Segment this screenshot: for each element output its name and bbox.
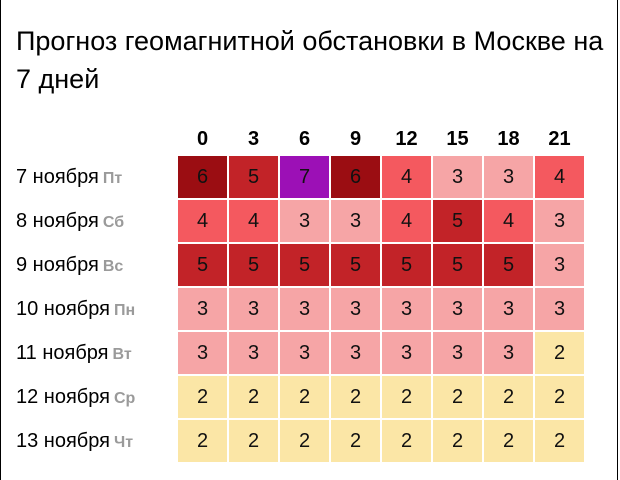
day-label: 9 ноября Вс (10, 244, 176, 286)
kp-cell: 3 (280, 200, 329, 242)
kp-cell: 2 (280, 376, 329, 418)
day-label: 7 ноября Пт (10, 156, 176, 198)
kp-cell: 2 (331, 376, 380, 418)
table-row: 10 ноября Пн 3 3 3 3 3 3 3 3 (10, 288, 584, 330)
table-row: 9 ноября Вс 5 5 5 5 5 5 5 3 (10, 244, 584, 286)
kp-cell: 3 (331, 200, 380, 242)
kp-cell: 2 (331, 420, 380, 462)
kp-cell: 2 (229, 376, 278, 418)
kp-cell: 3 (331, 332, 380, 374)
kp-cell: 5 (229, 244, 278, 286)
hour-header: 3 (247, 127, 260, 150)
hour-header: 21 (548, 127, 571, 150)
day-date: 13 ноября (16, 429, 110, 452)
kp-cell: 2 (178, 376, 227, 418)
kp-cell: 3 (280, 288, 329, 330)
hours-header-row: 0 3 6 9 12 15 18 21 (10, 124, 584, 154)
page-title: Прогноз геомагнитной обстановки в Москве… (16, 26, 604, 94)
day-date: 10 ноября (16, 297, 110, 320)
kp-cell: 4 (484, 200, 533, 242)
kp-cell: 3 (280, 332, 329, 374)
day-weekday: Вт (112, 345, 132, 363)
day-weekday: Вс (102, 257, 124, 275)
kp-cell: 3 (535, 200, 584, 242)
day-label: 11 ноября Вт (10, 332, 176, 374)
hour-header: 9 (349, 127, 362, 150)
header-corner (10, 124, 176, 154)
table-row: 11 ноября Вт 3 3 3 3 3 3 3 2 (10, 332, 584, 374)
kp-cell: 3 (535, 244, 584, 286)
day-label: 8 ноября Сб (10, 200, 176, 242)
day-weekday: Пт (102, 169, 123, 187)
day-weekday: Чт (113, 433, 134, 451)
kp-cell: 5 (280, 244, 329, 286)
kp-cell: 2 (535, 332, 584, 374)
kp-cell: 3 (484, 288, 533, 330)
day-date: 9 ноября (16, 253, 99, 276)
forecast-table: 0 3 6 9 12 15 18 21 7 ноября Пт 6 5 7 6 4… (8, 122, 586, 464)
kp-cell: 4 (229, 200, 278, 242)
kp-cell: 5 (433, 244, 482, 286)
hour-header: 0 (196, 127, 209, 150)
day-label: 12 ноября Ср (10, 376, 176, 418)
kp-cell: 2 (433, 376, 482, 418)
kp-cell: 2 (280, 420, 329, 462)
day-date: 8 ноября (16, 209, 99, 232)
kp-cell: 3 (484, 156, 533, 198)
kp-cell: 4 (535, 156, 584, 198)
table-row: 13 ноября Чт 2 2 2 2 2 2 2 2 (10, 420, 584, 462)
kp-cell: 3 (178, 288, 227, 330)
hour-header: 18 (497, 127, 520, 150)
table-row: 8 ноября Сб 4 4 3 3 4 5 4 3 (10, 200, 584, 242)
day-weekday: Ср (113, 389, 136, 407)
kp-cell: 2 (484, 420, 533, 462)
day-date: 7 ноября (16, 165, 99, 188)
day-weekday: Сб (102, 213, 125, 231)
kp-cell: 5 (382, 244, 431, 286)
day-label: 13 ноября Чт (10, 420, 176, 462)
kp-cell: 4 (382, 200, 431, 242)
kp-cell: 2 (229, 420, 278, 462)
kp-cell: 2 (382, 420, 431, 462)
kp-cell: 5 (178, 244, 227, 286)
table-row: 7 ноября Пт 6 5 7 6 4 3 3 4 (10, 156, 584, 198)
kp-cell: 2 (433, 420, 482, 462)
day-weekday: Пн (113, 301, 136, 319)
kp-cell: 7 (280, 156, 329, 198)
kp-cell: 4 (382, 156, 431, 198)
kp-cell: 3 (229, 332, 278, 374)
day-date: 12 ноября (16, 385, 110, 408)
kp-cell: 3 (433, 332, 482, 374)
kp-cell: 5 (229, 156, 278, 198)
kp-cell: 3 (433, 156, 482, 198)
kp-cell: 3 (229, 288, 278, 330)
kp-cell: 5 (433, 200, 482, 242)
kp-cell: 3 (178, 332, 227, 374)
day-date: 11 ноября (16, 341, 109, 364)
kp-cell: 2 (178, 420, 227, 462)
kp-cell: 2 (535, 420, 584, 462)
hour-header: 6 (298, 127, 311, 150)
kp-cell: 6 (178, 156, 227, 198)
kp-cell: 3 (484, 332, 533, 374)
kp-cell: 5 (331, 244, 380, 286)
kp-cell: 4 (178, 200, 227, 242)
kp-cell: 3 (331, 288, 380, 330)
kp-cell: 3 (382, 288, 431, 330)
kp-cell: 2 (484, 376, 533, 418)
kp-cell: 2 (535, 376, 584, 418)
kp-cell: 3 (382, 332, 431, 374)
hour-header: 15 (446, 127, 469, 150)
kp-cell: 3 (433, 288, 482, 330)
day-label: 10 ноября Пн (10, 288, 176, 330)
table-row: 12 ноября Ср 2 2 2 2 2 2 2 2 (10, 376, 584, 418)
kp-cell: 2 (382, 376, 431, 418)
hour-header: 12 (395, 127, 418, 150)
kp-cell: 6 (331, 156, 380, 198)
kp-cell: 3 (535, 288, 584, 330)
kp-cell: 5 (484, 244, 533, 286)
